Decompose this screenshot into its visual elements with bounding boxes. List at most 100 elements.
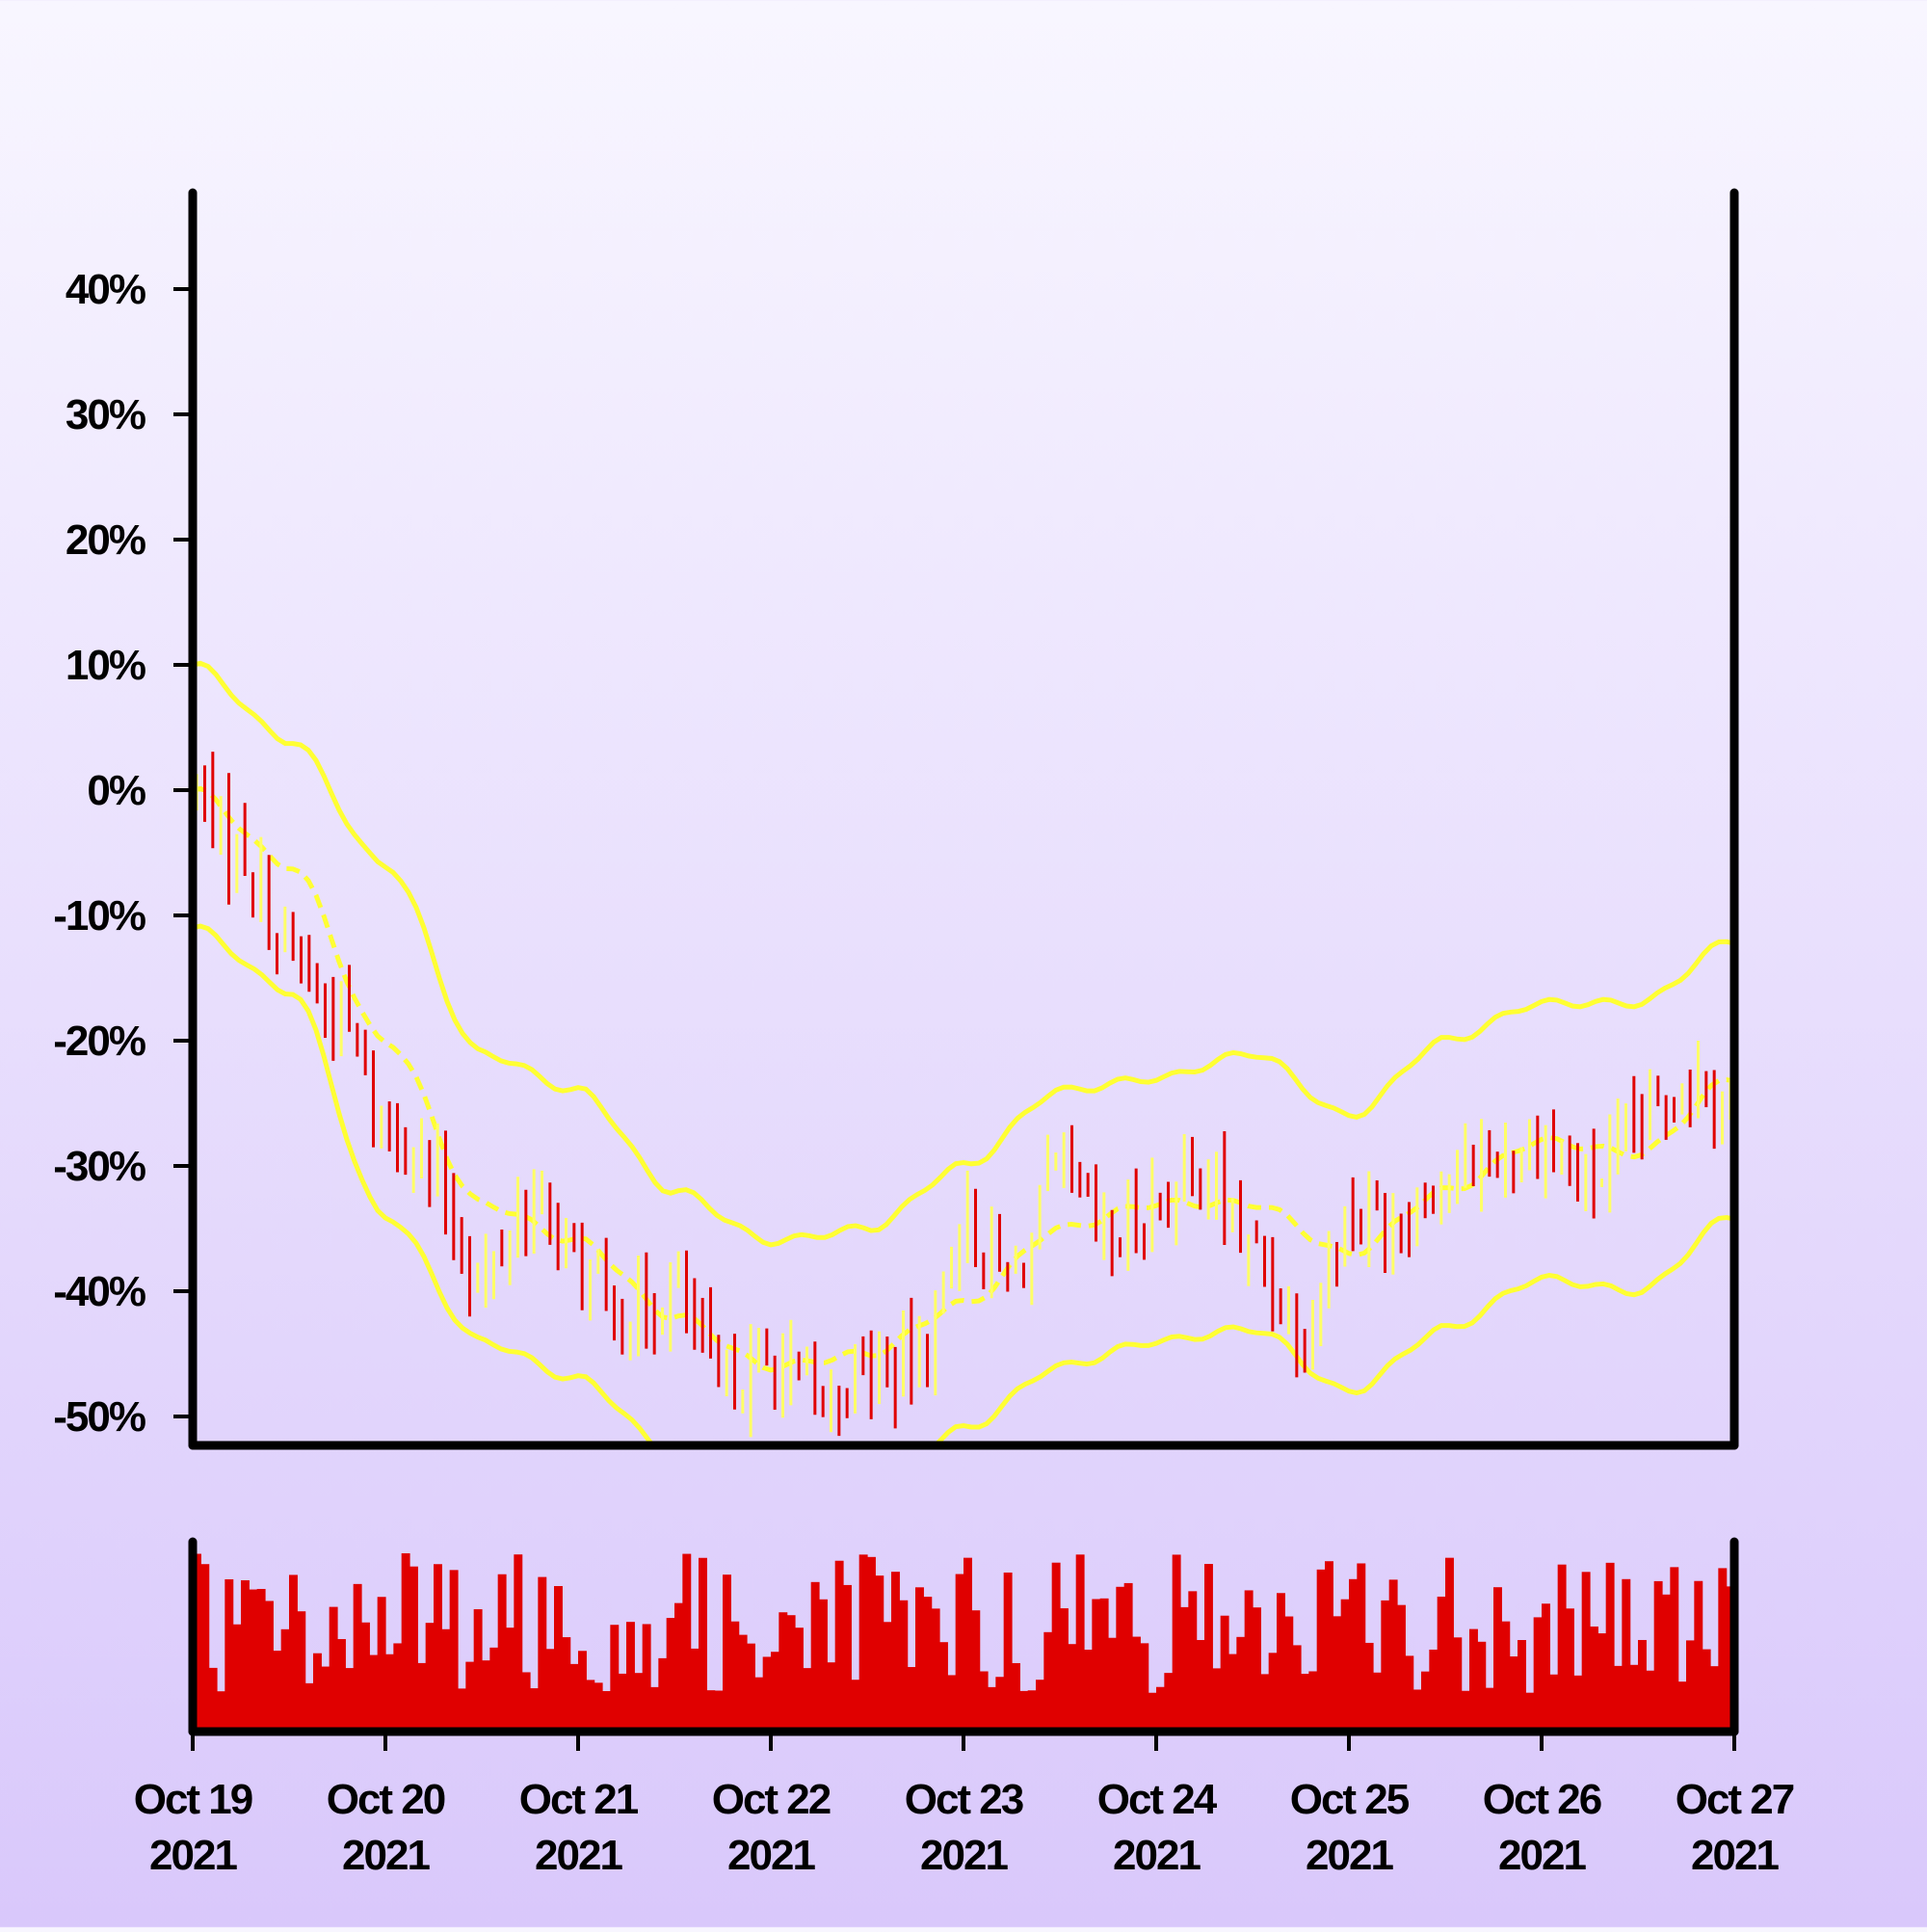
y-tick-label: 10% [66, 642, 145, 689]
bollinger-upper-line [193, 660, 1734, 1248]
volume-bar [1437, 1596, 1446, 1732]
volume-bar [1084, 1650, 1093, 1732]
volume-bar [409, 1566, 418, 1732]
volume-bar [1694, 1580, 1703, 1732]
volume-bar [385, 1654, 394, 1732]
volume-bar [1364, 1642, 1374, 1732]
volume-bar [1301, 1674, 1309, 1732]
volume-bar [762, 1656, 772, 1732]
volume-bar [506, 1628, 515, 1732]
volume-bar [353, 1583, 362, 1732]
volume-bar [1469, 1628, 1478, 1732]
x-tick-year: 2021 [1113, 1832, 1201, 1879]
volume-bar [521, 1672, 531, 1732]
volume-bar [1686, 1640, 1695, 1732]
volume-bar [1622, 1578, 1631, 1732]
volume-bar [1718, 1568, 1728, 1732]
volume-bar [1253, 1607, 1261, 1732]
volume-bar [955, 1574, 964, 1732]
volume-bar [602, 1690, 611, 1732]
volume-bar [834, 1560, 844, 1732]
y-tick-label: -40% [53, 1268, 145, 1315]
volume-bar [1397, 1604, 1406, 1732]
volume-bar [1412, 1689, 1422, 1732]
volume-bar [1573, 1675, 1583, 1732]
volume-bar [1662, 1594, 1671, 1732]
volume-bar [417, 1662, 427, 1732]
price-panel: 40% 30% 20% 10% 0% -10% -20% -30% -40% -50% [53, 188, 1739, 1450]
volume-bar [1212, 1668, 1222, 1732]
volume-bar [1453, 1637, 1463, 1732]
volume-bar [200, 1564, 210, 1732]
volume-bar [1542, 1603, 1550, 1732]
volume-bar [289, 1575, 298, 1732]
volume-bar [730, 1621, 740, 1732]
x-tick-year: 2021 [1691, 1832, 1779, 1879]
volume-bar [1597, 1633, 1607, 1732]
x-tick-year: 2021 [920, 1832, 1008, 1879]
volume-bar [1188, 1591, 1198, 1732]
volume-bar [1068, 1644, 1077, 1732]
volume-bar [217, 1691, 225, 1732]
volume-bar [449, 1570, 459, 1732]
volume-bar [369, 1654, 379, 1732]
volume-bar [971, 1610, 981, 1732]
volume-bar [827, 1662, 836, 1732]
volume-bar [1051, 1562, 1061, 1732]
volume-bar [1710, 1666, 1719, 1732]
volume-bar [1316, 1569, 1326, 1732]
volume-bar [642, 1624, 651, 1732]
volume-bar [1140, 1643, 1149, 1732]
volume-bar [1196, 1639, 1205, 1732]
x-tick-year: 2021 [342, 1832, 430, 1879]
volume-bar [1493, 1587, 1502, 1732]
volume-bar [441, 1628, 451, 1732]
volume-bar [1220, 1615, 1229, 1732]
volume-bar [714, 1690, 724, 1732]
volume-bar [1629, 1664, 1639, 1732]
volume-bar [1236, 1636, 1246, 1732]
volume-bar [1670, 1567, 1679, 1732]
volume-bar [273, 1651, 282, 1732]
volume-bar [313, 1653, 322, 1732]
volume-bar [434, 1564, 442, 1732]
volume-bar [1340, 1599, 1350, 1732]
volume-bar [1099, 1598, 1109, 1732]
volume-bar [1638, 1639, 1647, 1732]
x-tick-label: Oct 23 [905, 1776, 1023, 1823]
volume-bar [738, 1634, 748, 1732]
volume-bar [939, 1642, 948, 1732]
volume-bar [923, 1597, 933, 1732]
volume-bar [1277, 1593, 1285, 1732]
volume-bar [569, 1663, 579, 1732]
volume-bar [497, 1574, 507, 1732]
bollinger-lower-line [193, 923, 1734, 1445]
volume-bar [425, 1623, 435, 1732]
volume-bar [1702, 1649, 1711, 1732]
volume-bar [578, 1651, 587, 1732]
volume-bar [795, 1628, 804, 1732]
volume-bar [690, 1648, 700, 1732]
volume-bar [988, 1686, 996, 1732]
bollinger-bands [193, 660, 1734, 1445]
volume-bar [618, 1673, 627, 1732]
volume-bar [851, 1680, 860, 1732]
bollinger-middle-line [193, 785, 1734, 1373]
y-tick-label: -30% [53, 1143, 145, 1190]
volume-bar [1509, 1656, 1518, 1732]
volume-bar [1148, 1692, 1157, 1732]
volume-bar [747, 1643, 755, 1732]
volume-bar [1075, 1554, 1085, 1732]
volume-bar [473, 1609, 483, 1732]
volume-bar [666, 1618, 675, 1732]
volume-bar [931, 1608, 940, 1732]
volume-bar [883, 1622, 892, 1732]
volume-bar [1421, 1671, 1430, 1732]
x-tick-label: Oct 24 [1097, 1776, 1218, 1823]
x-tick-label: Oct 27 [1676, 1776, 1794, 1823]
x-tick-year: 2021 [149, 1832, 237, 1879]
volume-bar [321, 1666, 330, 1732]
volume-bar [304, 1682, 314, 1732]
volume-bar [1501, 1621, 1511, 1732]
